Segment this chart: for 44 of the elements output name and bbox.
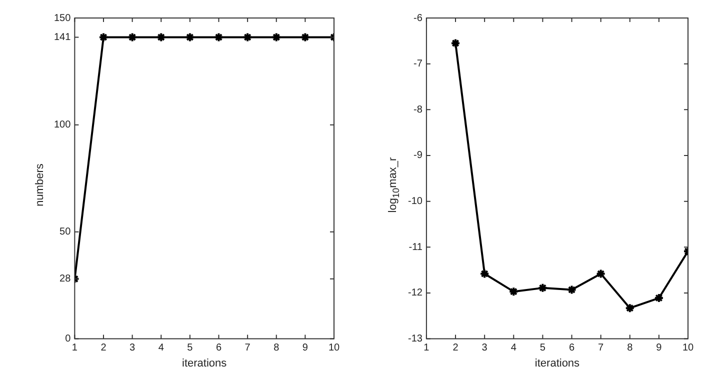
- x-tick-label: 4: [158, 342, 164, 354]
- x-tick-label: 3: [130, 342, 136, 354]
- y-tick-label: 28: [60, 274, 72, 285]
- x-tick-label: 7: [598, 342, 604, 354]
- y-tick-label: -8: [414, 104, 423, 116]
- point: [538, 282, 548, 293]
- x-tick-label: 6: [568, 342, 575, 354]
- point: [596, 268, 606, 279]
- x-axis-title: iterations: [534, 357, 580, 370]
- y-tick-label: -13: [408, 334, 423, 345]
- point: [480, 268, 490, 279]
- y-tick-label: 150: [54, 12, 72, 24]
- y-tick-label: -7: [414, 58, 423, 70]
- y-tick-label: -12: [408, 288, 423, 299]
- y-tick-label: -6: [414, 12, 423, 24]
- point: [566, 284, 577, 295]
- x-tick-label: 2: [100, 342, 107, 354]
- x-axis-title: iterations: [182, 357, 228, 370]
- x-tick-label: 10: [328, 342, 340, 354]
- y-tick-label: 50: [60, 226, 72, 238]
- y-axis-title: numbers: [34, 164, 46, 206]
- x-tick-label: 5: [540, 342, 546, 354]
- x-tick-label: 4: [510, 342, 517, 354]
- x-tick-label: 7: [244, 342, 251, 354]
- y-tick-label: -9: [414, 150, 423, 162]
- y-tick-label: 0: [65, 334, 72, 345]
- x-tick-label: 10: [682, 342, 694, 354]
- y-tick-label: 100: [54, 120, 72, 131]
- x-tick-label: 8: [274, 342, 280, 354]
- x-tick-label: 6: [216, 342, 222, 354]
- point: [654, 293, 664, 304]
- x-tick-label: 2: [452, 342, 459, 354]
- point: [624, 303, 635, 314]
- x-tick-label: 1: [72, 342, 78, 354]
- x-tick-label: 3: [482, 342, 488, 354]
- y-tick-label: -10: [408, 196, 423, 208]
- x-tick-label: 8: [627, 342, 634, 354]
- point: [508, 286, 519, 297]
- x-tick-label: 1: [424, 342, 430, 354]
- x-tick-label: 9: [302, 342, 308, 354]
- x-tick-label: 9: [656, 342, 662, 354]
- x-tick-label: 5: [187, 342, 194, 354]
- y-tick-label: 141: [54, 32, 72, 43]
- y-tick-label: -11: [408, 242, 423, 253]
